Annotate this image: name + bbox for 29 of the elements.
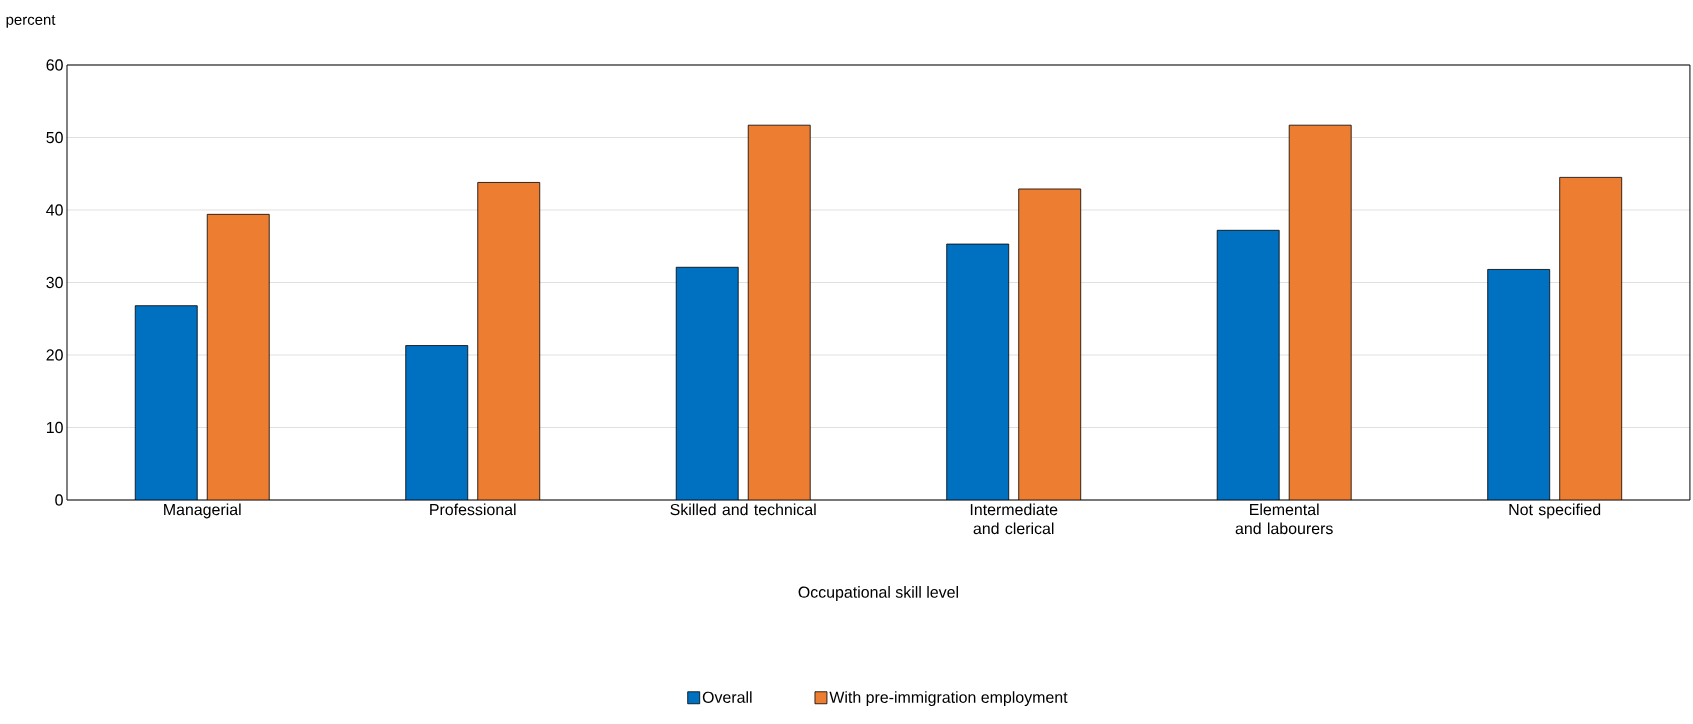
bar [747, 124, 811, 500]
y-tick-label: 60 [46, 59, 63, 71]
bar [477, 182, 541, 500]
bar [1288, 124, 1352, 500]
legend-label: With pre-immigration employment [829, 691, 1068, 707]
x-axis-title: Occupational skill level [798, 586, 958, 601]
x-tick-label: Elemental and labourers [1235, 503, 1333, 535]
y-tick-label: 50 [46, 131, 63, 144]
legend-label: Overall [702, 691, 752, 703]
bar [946, 243, 1010, 500]
y-axis-title: percent [6, 15, 56, 28]
x-tick-label: Skilled and technical [670, 503, 816, 516]
y-tick-label: 20 [46, 349, 63, 361]
bar [675, 266, 739, 500]
bar [134, 305, 198, 500]
y-tick-label: 10 [46, 421, 63, 434]
y-tick-label: 40 [46, 204, 63, 216]
x-tick-label: Not specified [1509, 503, 1601, 519]
bar [1216, 229, 1280, 500]
bar [206, 213, 270, 500]
y-tick-label: 30 [46, 276, 63, 289]
bar [405, 345, 469, 500]
bar [1487, 269, 1551, 500]
bar [1559, 176, 1623, 500]
bar [1018, 188, 1082, 500]
y-tick-label: 0 [55, 494, 63, 506]
x-tick-label: Managerial [164, 503, 241, 519]
x-tick-label: Intermediate and clerical [970, 503, 1058, 535]
x-tick-label: Professional [430, 503, 516, 516]
